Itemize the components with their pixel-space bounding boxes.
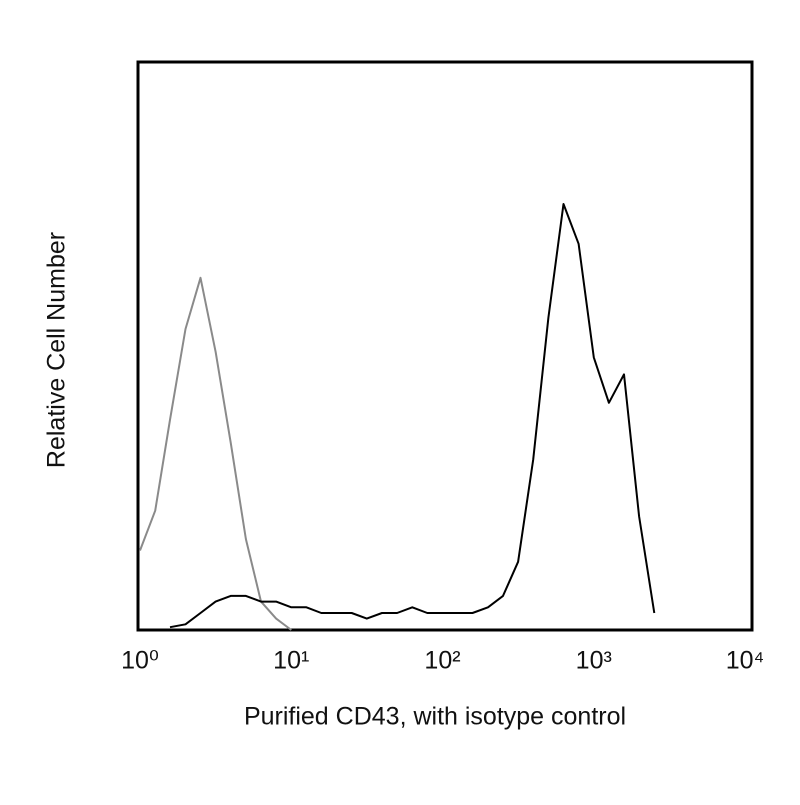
- x-tick-label: 10⁴: [726, 647, 765, 675]
- x-axis-label: Purified CD43, with isotype control: [244, 703, 626, 731]
- x-tick-label: 10³: [576, 647, 612, 675]
- x-tick-label: 10¹: [273, 647, 309, 675]
- histogram-line: [169, 203, 656, 629]
- x-tick-label: 10²: [424, 647, 460, 675]
- y-axis-label: Relative Cell Number: [43, 232, 71, 468]
- x-tick-label: 10⁰: [121, 647, 159, 675]
- plot-frame: [136, 60, 754, 632]
- histogram-line: [139, 276, 292, 631]
